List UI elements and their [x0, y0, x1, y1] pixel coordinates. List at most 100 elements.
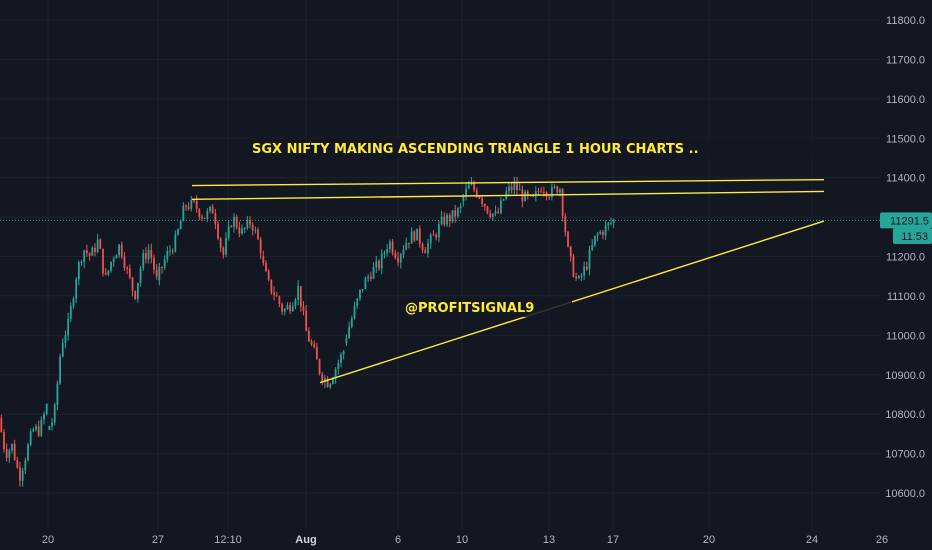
- candle[interactable]: [265, 260, 267, 272]
- candle[interactable]: [429, 232, 432, 249]
- candle[interactable]: [259, 236, 262, 260]
- candle[interactable]: [67, 312, 70, 341]
- candle[interactable]: [238, 221, 241, 238]
- candle[interactable]: [577, 274, 580, 280]
- candle[interactable]: [599, 230, 602, 236]
- candle[interactable]: [457, 206, 459, 219]
- candle[interactable]: [225, 232, 227, 257]
- candle[interactable]: [348, 321, 350, 339]
- candle[interactable]: [388, 239, 391, 253]
- candle[interactable]: [313, 340, 316, 349]
- candle[interactable]: [375, 256, 378, 273]
- candle[interactable]: [424, 246, 427, 254]
- candle[interactable]: [198, 208, 201, 220]
- candle[interactable]: [454, 205, 457, 223]
- candle[interactable]: [500, 197, 502, 215]
- candle[interactable]: [372, 262, 375, 280]
- candle[interactable]: [516, 176, 518, 195]
- candle[interactable]: [29, 428, 32, 447]
- candle[interactable]: [214, 208, 217, 230]
- candle[interactable]: [5, 443, 8, 462]
- candle[interactable]: [305, 305, 308, 332]
- candle[interactable]: [126, 265, 129, 275]
- candle[interactable]: [187, 202, 190, 211]
- candle[interactable]: [465, 183, 467, 201]
- candle[interactable]: [421, 242, 424, 254]
- candle[interactable]: [486, 205, 489, 215]
- candle[interactable]: [43, 411, 45, 425]
- candle[interactable]: [451, 210, 454, 224]
- candle[interactable]: [190, 196, 193, 212]
- candle[interactable]: [585, 261, 588, 272]
- candle[interactable]: [267, 269, 270, 282]
- candle[interactable]: [64, 330, 67, 349]
- candle[interactable]: [310, 339, 313, 347]
- candle[interactable]: [59, 353, 61, 386]
- candle[interactable]: [391, 238, 394, 256]
- candle[interactable]: [251, 222, 254, 236]
- candle[interactable]: [329, 382, 332, 390]
- candle[interactable]: [364, 276, 367, 290]
- candle[interactable]: [556, 185, 559, 194]
- candle[interactable]: [378, 259, 380, 272]
- candle[interactable]: [321, 371, 324, 386]
- candle[interactable]: [416, 228, 419, 241]
- candle[interactable]: [235, 214, 238, 230]
- candle[interactable]: [318, 358, 321, 376]
- candle[interactable]: [359, 289, 361, 301]
- candle[interactable]: [294, 297, 297, 310]
- candle[interactable]: [402, 245, 405, 259]
- candle[interactable]: [435, 232, 438, 241]
- candle[interactable]: [408, 242, 410, 249]
- candle[interactable]: [86, 244, 88, 257]
- upper-resistance-1-trendline[interactable]: [191, 178, 825, 187]
- candle[interactable]: [534, 186, 537, 202]
- candle[interactable]: [369, 271, 372, 282]
- candle[interactable]: [342, 349, 345, 360]
- candle[interactable]: [131, 276, 134, 297]
- candle[interactable]: [551, 183, 553, 201]
- candle[interactable]: [418, 225, 421, 248]
- candle[interactable]: [158, 262, 161, 286]
- candle[interactable]: [145, 247, 147, 264]
- candle[interactable]: [405, 237, 408, 251]
- candle[interactable]: [19, 461, 21, 487]
- candle[interactable]: [37, 420, 40, 438]
- candle[interactable]: [510, 182, 513, 194]
- candle[interactable]: [45, 403, 48, 416]
- candle[interactable]: [123, 251, 126, 271]
- candle[interactable]: [297, 280, 300, 306]
- candle[interactable]: [540, 186, 543, 193]
- candle[interactable]: [201, 214, 203, 222]
- candle[interactable]: [185, 204, 187, 211]
- candle[interactable]: [567, 230, 569, 248]
- candle[interactable]: [128, 264, 131, 280]
- candle[interactable]: [195, 195, 198, 213]
- candle[interactable]: [281, 302, 283, 315]
- candle[interactable]: [69, 302, 72, 323]
- candle[interactable]: [270, 279, 273, 295]
- candle[interactable]: [233, 213, 235, 233]
- candle[interactable]: [11, 443, 13, 454]
- candle[interactable]: [35, 424, 37, 432]
- candle[interactable]: [583, 261, 586, 281]
- candle[interactable]: [302, 301, 305, 316]
- candle[interactable]: [278, 295, 281, 308]
- candle[interactable]: [591, 239, 594, 252]
- candle[interactable]: [491, 213, 494, 221]
- candle[interactable]: [353, 301, 356, 320]
- candle[interactable]: [61, 338, 64, 358]
- candle[interactable]: [564, 213, 567, 237]
- candle[interactable]: [91, 246, 94, 256]
- y-axis-panel[interactable]: [880, 0, 932, 550]
- candle[interactable]: [337, 359, 340, 375]
- candle[interactable]: [206, 208, 209, 223]
- candle[interactable]: [107, 270, 110, 277]
- candle[interactable]: [104, 267, 107, 276]
- candle[interactable]: [350, 315, 353, 329]
- candle[interactable]: [118, 243, 120, 258]
- candle[interactable]: [561, 187, 564, 222]
- candle[interactable]: [394, 249, 397, 260]
- candle[interactable]: [139, 265, 142, 287]
- candle[interactable]: [262, 250, 265, 266]
